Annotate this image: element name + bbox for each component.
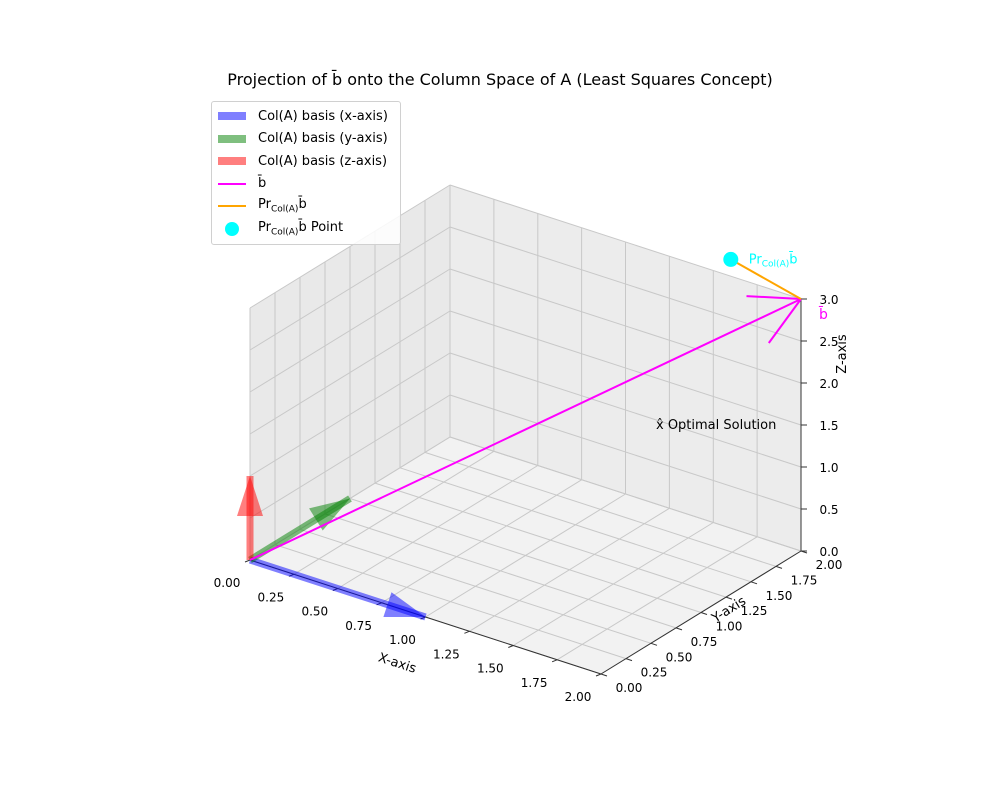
left-grid-z [249,352,451,477]
legend-swatch-blue [218,112,246,121]
legend-swatch-green [218,134,246,143]
z-tick-label: 1.0 [819,461,838,475]
back-grid-z [449,184,802,300]
floor-grid-x [513,522,714,646]
back-grid-z [449,310,802,426]
back-grid-z [449,268,802,384]
y-tick-mark [775,565,783,569]
optimal-solution-annotation: x̂ Optimal Solution [656,418,776,433]
legend-label: PrCol(A)b̄ Point [258,219,344,238]
legend-label: Col(A) basis (y-axis) [258,131,388,147]
b-annotation: b̄ [818,305,828,323]
y-tick-mark [750,581,758,585]
x-tick-label: 1.25 [433,647,460,661]
projection-point [723,251,739,267]
legend-label: b̄ [258,176,267,192]
x-tick-mark [551,659,558,663]
y-tick-label: 0.25 [641,666,668,680]
left-grid-z [249,268,451,393]
legend-swatch-red [218,157,246,166]
y-tick-label: 0.00 [616,681,643,695]
z-tick-label: 1.5 [819,419,838,433]
z-tick-label: 3.0 [819,293,838,307]
x-tick-label: 1.00 [389,633,416,647]
basis-arrow-head [383,592,426,617]
y-tick-label: 2.00 [816,558,843,572]
x-tick-label: 1.50 [477,662,504,676]
y-tick-mark [675,627,683,631]
z-axis-label: Z-axis [835,334,850,374]
x-tick-label: 0.75 [345,619,372,633]
floor-grid-x [469,507,670,632]
y-tick-label: 1.00 [716,620,743,634]
z-tick-label: 2.0 [819,377,838,391]
basis-arrow-head [309,498,350,531]
x-tick-label: 0.25 [258,590,285,604]
projection-annotation: PrCol(A)b̄ [749,252,798,269]
x-tick-mark [244,559,251,563]
z-tick-label: 0.0 [819,545,838,559]
left-grid-z [249,226,451,351]
y-tick-mark [650,642,658,646]
x-tick-mark [595,673,602,677]
x-tick-label: 1.75 [521,676,548,690]
basis-arrow-head [237,476,263,516]
x-tick-mark [508,645,514,648]
y-tick-label: 1.50 [766,589,793,603]
legend-item-z-basis: Col(A) basis (z-axis) [218,150,394,173]
b-vector-head-barb [746,295,802,300]
b-vector-head-barb [767,298,802,344]
legend-swatch-magenta [218,182,246,185]
legend-swatch-cyan [225,221,239,236]
y-tick-label: 0.50 [666,650,693,664]
left-grid-z [249,184,451,309]
floor-grid-y [399,467,752,583]
y-tick-mark [600,673,608,677]
legend-item-projection: PrCol(A)b̄ [218,195,394,218]
annotations: b̄ PrCol(A)b̄ x̂ Optimal Solution [656,252,828,433]
tick-labels: 0.000.250.500.751.001.251.501.752.000.00… [214,293,843,704]
left-grid-z [249,394,451,519]
x-tick-mark [464,630,470,634]
x-axis-label: X-axis [376,651,418,677]
back-grid-z [449,436,802,552]
back-grid-z [449,352,802,468]
projection-line [730,258,802,300]
back-grid-z [449,226,802,342]
legend-label: Col(A) basis (x-axis) [258,108,388,124]
z-tick-label: 2.5 [819,335,838,349]
x-tick-label: 0.50 [301,605,328,619]
floor-grid-y [424,451,777,567]
legend-item-x-basis: Col(A) basis (x-axis) [218,105,394,128]
legend-swatch-orange [218,205,246,208]
left-grid-z [249,310,451,435]
y-tick-label: 1.25 [741,604,768,618]
legend-label: PrCol(A)b̄ [258,197,307,216]
back-grid-z [449,394,802,510]
legend: Col(A) basis (x-axis) Col(A) basis (y-ax… [211,101,401,245]
x-tick-label: 2.00 [565,690,592,704]
data-marks [237,251,802,621]
y-tick-mark [700,612,708,615]
z-tick-label: 0.5 [819,503,838,517]
floor-grid-x [556,536,758,661]
y-tick-label: 1.75 [791,573,818,587]
y-tick-mark [625,658,633,662]
legend-label: Col(A) basis (z-axis) [258,153,388,169]
legend-item-y-basis: Col(A) basis (y-axis) [218,128,394,151]
floor-grid-y [349,498,702,613]
x-tick-label: 0.00 [214,576,241,590]
b-vector-line [249,298,802,561]
y-tick-label: 0.75 [691,635,718,649]
legend-item-b-vector: b̄ [218,173,394,196]
y-tick-mark [725,596,733,600]
legend-item-projection-point: PrCol(A)b̄ Point [218,218,394,241]
floor-grid-y [374,482,727,598]
chart-title: Projection of b̄ onto the Column Space o… [227,70,773,89]
